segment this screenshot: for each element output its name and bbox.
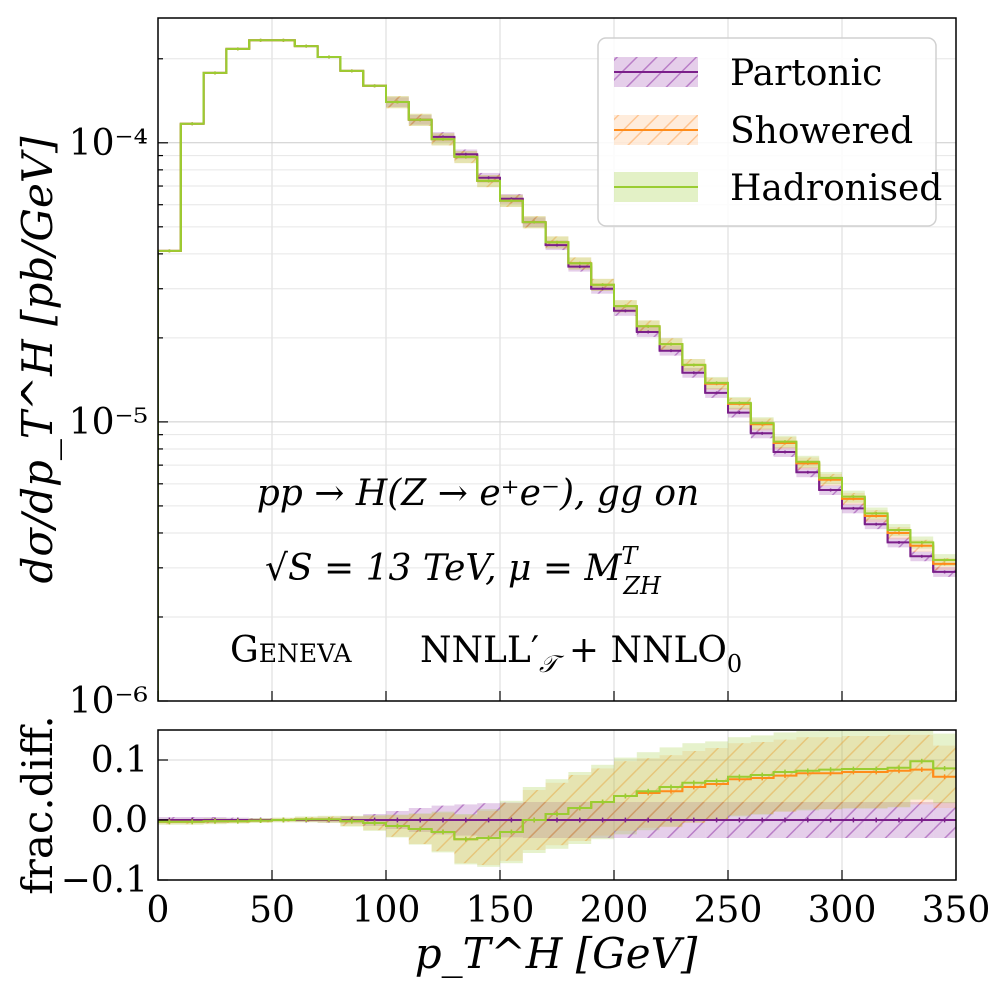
x-tick-label: 250 xyxy=(694,890,763,931)
ratio-plot-frame xyxy=(157,729,957,881)
legend-label-hadronised: Hadronised xyxy=(730,168,942,209)
x-tick-label: 200 xyxy=(580,890,649,931)
ratio-y-ticks: −0.1 0.0 0.1 xyxy=(61,740,168,901)
legend-label-showered: Showered xyxy=(730,111,913,152)
annotation-energy-sub: ZH xyxy=(622,572,662,600)
x-tick-label: 100 xyxy=(352,890,421,931)
main-x-ticks xyxy=(157,691,957,701)
annotation-accuracy: NNLL′𝒯 + NNLO0 xyxy=(420,630,742,678)
ratio-step-lines xyxy=(158,758,956,842)
ratio-y-tick-label: 0.1 xyxy=(91,740,148,781)
x-tick-label: 300 xyxy=(808,890,877,931)
annotation-energy-sup: T xyxy=(621,542,639,570)
annotation-generator: Geneva xyxy=(230,630,352,671)
legend-label-partonic: Partonic xyxy=(730,53,882,94)
y-axis-title-ratio: frac.diff. xyxy=(13,715,62,895)
y-axis-title-main: dσ/dp_T^H [pb/GeV] xyxy=(13,136,62,584)
ratio-y-tick-label: −0.1 xyxy=(61,860,148,901)
y-tick-label: 10⁻⁴ xyxy=(69,123,148,164)
x-tick-label: 350 xyxy=(922,890,991,931)
x-axis-title: p_T^H [GeV] xyxy=(415,929,698,978)
main-step-lines xyxy=(158,38,956,701)
main-plot-frame xyxy=(157,17,957,702)
ratio-uncertainty-bands xyxy=(158,730,956,867)
x-tick-label: 50 xyxy=(249,890,295,931)
y-axis-title-text: dσ/dp_T^H [pb/GeV] xyxy=(13,136,62,584)
annotation-accuracy-tail-sub: 0 xyxy=(727,650,742,678)
annotation-accuracy-main: NNLL′ xyxy=(420,630,539,671)
ratio-x-ticks: 0 50 100 150 200 250 300 350 xyxy=(147,870,991,931)
annotation-energy-main: √S = 13 TeV, μ = M xyxy=(265,548,622,589)
ratio-band-hadronised xyxy=(910,730,934,800)
x-tick-label: 150 xyxy=(466,890,535,931)
y-tick-label: 10⁻⁶ xyxy=(69,681,148,722)
annotation-process: pp → H(Z → e⁺e⁻), gg on xyxy=(257,473,700,514)
ratio-y-tick-label: 0.0 xyxy=(91,800,148,841)
y-tick-label: 10⁻⁵ xyxy=(69,402,148,443)
main-y-ticks: 10⁻⁶ 10⁻⁵ 10⁻⁴ xyxy=(69,58,168,722)
ratio-plot-panel: −0.1 0.0 0.1 0 50 100 150 200 250 300 350 frac.di… xyxy=(13,715,990,931)
annotation-energy: √S = 13 TeV, μ = MT ZH xyxy=(265,542,662,600)
main-plot-panel: 10⁻⁶ 10⁻⁵ 10⁻⁴ dσ/dp_T^H [pb/GeV] Partonic… xyxy=(13,17,957,722)
legend: Partonic Showered Hadronised xyxy=(597,37,942,227)
x-tick-label: 0 xyxy=(147,890,170,931)
annotation-accuracy-tail: + NNLO xyxy=(557,630,726,671)
